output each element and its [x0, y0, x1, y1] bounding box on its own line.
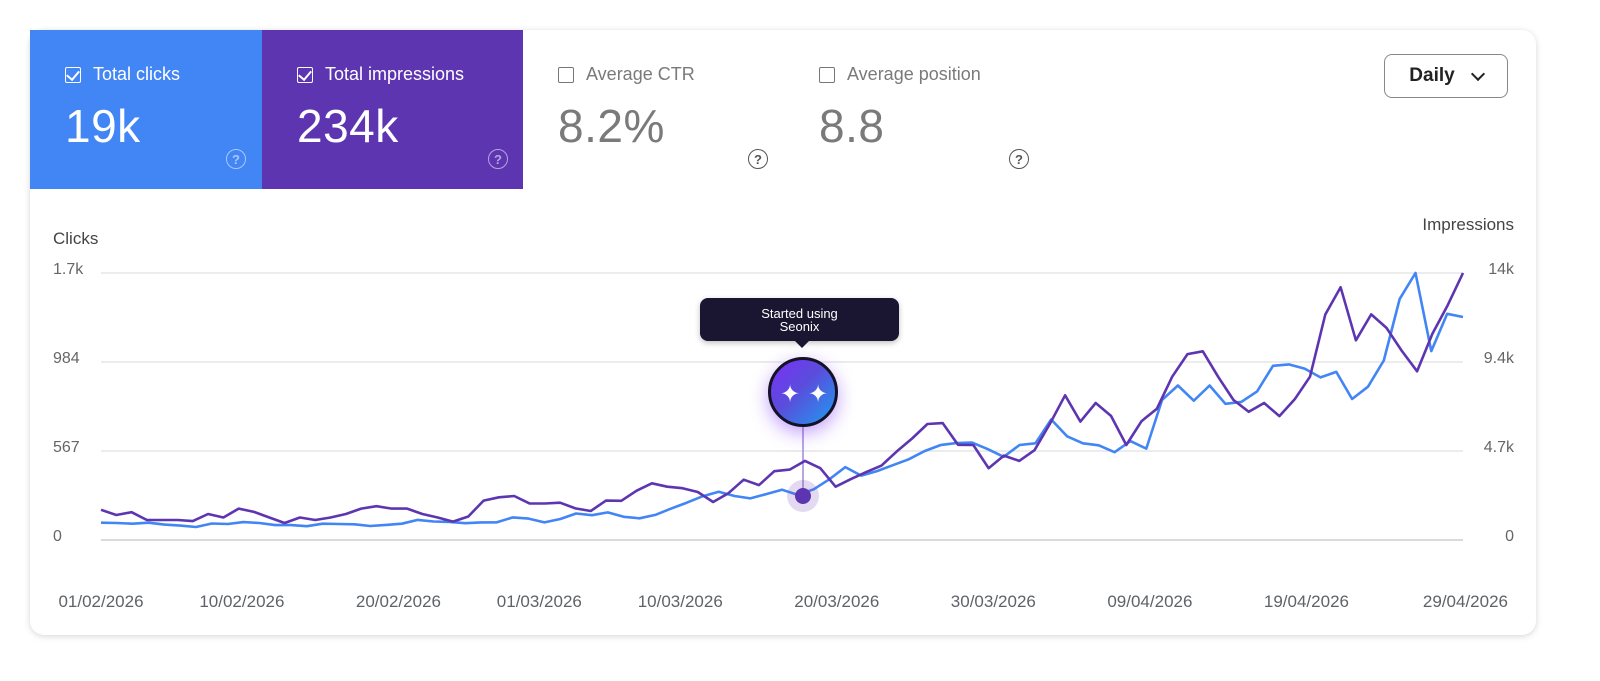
- metric-label: Average position: [847, 64, 981, 84]
- metric-label: Total impressions: [325, 64, 465, 84]
- y-right-tick-label: 0: [1505, 528, 1514, 545]
- performance-card: Total clicks 19k ? Total impressions 234…: [30, 30, 1536, 635]
- x-tick-label: 30/03/2026: [951, 592, 1036, 611]
- metric-tab-total-impressions[interactable]: Total impressions 234k ?: [262, 30, 523, 189]
- metric-label: Average CTR: [586, 64, 695, 84]
- metric-value: 234k: [297, 100, 399, 152]
- checkbox-unchecked-icon[interactable]: [819, 66, 835, 83]
- y-left-tick-label: 0: [53, 528, 62, 545]
- x-tick-label: 19/04/2026: [1264, 592, 1349, 611]
- y-left-tick-label: 984: [53, 350, 80, 367]
- y-axis-right-title: Impressions: [1422, 215, 1514, 234]
- x-tick-label: 20/03/2026: [794, 592, 879, 611]
- help-icon[interactable]: ?: [226, 149, 246, 169]
- sparkle-icon: ✦: [808, 381, 829, 408]
- annotation-marker[interactable]: [795, 488, 811, 504]
- metric-tab-average-ctr[interactable]: Average CTR 8.2% ?: [523, 30, 784, 189]
- metric-value: 8.8: [819, 100, 885, 152]
- x-tick-label: 20/02/2026: [356, 592, 441, 611]
- help-icon[interactable]: ?: [1009, 149, 1029, 169]
- x-tick-label: 01/02/2026: [58, 592, 143, 611]
- annotation-tooltip: Started using Seonix: [700, 298, 899, 348]
- help-icon[interactable]: ?: [748, 149, 768, 169]
- y-right-tick-label: 4.7k: [1484, 439, 1515, 456]
- y-left-tick-label: 1.7k: [53, 261, 84, 278]
- annotation-tooltip-text: Started using Seonix: [761, 305, 838, 334]
- sparkles-icon[interactable]: ✦ ✦: [768, 357, 838, 427]
- x-tick-label: 29/04/2026: [1423, 592, 1508, 611]
- metric-tab-total-clicks[interactable]: Total clicks 19k ?: [30, 30, 262, 189]
- checkbox-unchecked-icon[interactable]: [558, 66, 574, 83]
- sparkle-icon: ✦: [780, 381, 801, 408]
- y-right-tick-label: 9.4k: [1484, 350, 1515, 367]
- checkbox-checked-icon[interactable]: [65, 66, 81, 83]
- x-tick-label: 10/02/2026: [199, 592, 284, 611]
- metric-tab-average-position[interactable]: Average position 8.8 ?: [784, 30, 1045, 189]
- series-line-total-impressions: [100, 272, 1465, 525]
- x-tick-label: 09/04/2026: [1107, 592, 1192, 611]
- checkbox-checked-icon[interactable]: [297, 66, 313, 83]
- metric-value: 8.2%: [558, 100, 665, 152]
- metric-label: Total clicks: [93, 64, 181, 84]
- y-right-tick-label: 14k: [1488, 261, 1515, 278]
- x-tick-label: 01/03/2026: [497, 592, 582, 611]
- x-tick-label: 10/03/2026: [638, 592, 723, 611]
- period-dropdown-value: Daily: [1409, 65, 1455, 86]
- metric-value: 19k: [65, 100, 141, 152]
- y-left-tick-label: 567: [53, 439, 80, 456]
- y-axis-left-title: Clicks: [53, 229, 98, 248]
- period-dropdown[interactable]: Daily: [1384, 54, 1508, 98]
- help-icon[interactable]: ?: [488, 149, 508, 169]
